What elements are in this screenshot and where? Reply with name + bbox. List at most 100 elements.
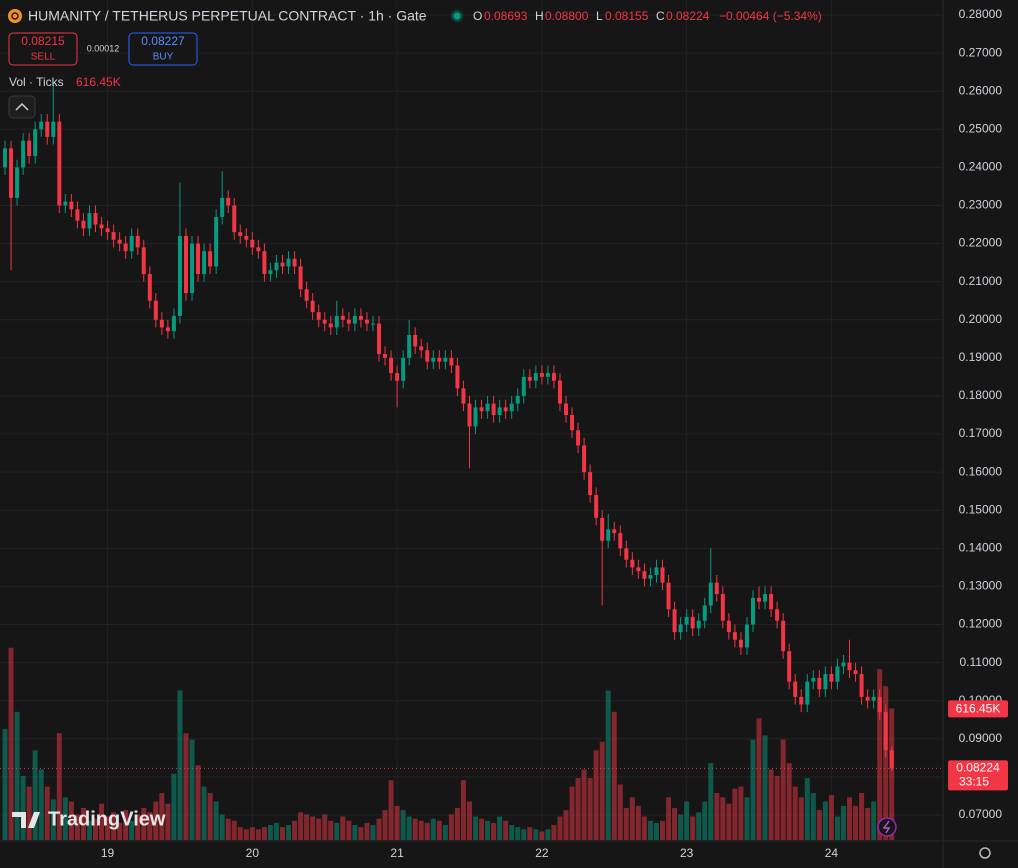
volume-bar [388,780,394,840]
volume-bar [364,822,370,840]
high-value: 0.08800 [545,9,589,23]
candle-body [153,300,158,320]
y-tick-label: 0.14000 [959,541,1003,555]
volume-bar [792,786,798,840]
y-tick-label: 0.27000 [959,45,1003,59]
volume-bar [696,812,702,840]
candle-body [9,148,14,198]
candle-body [51,121,56,137]
candle-body [159,319,164,328]
volume-bar [479,818,485,840]
y-tick-label: 0.26000 [959,83,1003,97]
buy-button[interactable] [128,32,198,66]
volume-tag-label: 616.45K [956,702,1001,716]
symbol-icon [8,9,22,23]
alert-button[interactable] [877,817,897,837]
candle-body [93,213,98,225]
x-tick-label: 24 [825,846,839,860]
volume-bar [448,814,454,840]
candle-body [503,407,508,412]
volume-bar [847,797,853,840]
candle-body [630,559,635,568]
symbol-icon-ring [11,12,19,20]
volume-bar [672,807,678,840]
candle-body [437,357,442,362]
candle-body [835,666,840,682]
volume-bar [99,803,105,840]
volume-bar [774,775,780,840]
candle-body [877,696,882,713]
candle-body [865,696,870,701]
candle-body [624,548,629,560]
volume-bar [430,818,436,840]
high-label: H [535,9,544,23]
volume-bar [267,825,273,840]
symbol-title[interactable]: HUMANITY / TETHERUS PERPETUAL CONTRACT ·… [28,8,427,24]
candle-body [419,346,424,351]
candle-body [479,407,484,412]
settings-button[interactable] [979,847,991,859]
candles [3,83,894,771]
candle-body [461,388,466,404]
candle-body [793,681,798,697]
candle-body [732,632,737,640]
y-tick-label: 0.11000 [960,655,1003,669]
y-tick-label: 0.07000 [959,807,1003,821]
candle-body [539,373,544,377]
candle-body [467,403,472,427]
candle-body [183,235,188,294]
sell-button[interactable] [8,32,78,66]
volume-bar [678,814,684,840]
volume-bar [587,778,593,840]
candle-body [769,594,774,610]
candle-body [39,121,44,130]
volume-bar [346,820,352,840]
candle-body [570,415,575,431]
candle-body [714,582,719,595]
volume-bar [376,818,382,840]
candle-body [298,266,303,290]
candle-body [220,197,225,217]
candle-body [232,205,237,233]
candle-body [292,258,297,267]
y-tick-label: 0.25000 [959,121,1003,135]
buy-price: 0.08227 [141,34,185,48]
volume-bar [50,799,56,840]
candle-body [515,395,520,404]
volume-bar [599,741,605,840]
volume-bar [466,801,472,840]
candle-body [33,129,38,156]
volume-bar [780,739,786,840]
candle-body [431,357,436,362]
volume-bar [859,793,865,840]
candle-body [600,517,605,541]
candle-body [81,220,86,229]
candle-body [757,597,762,602]
volume-bar [473,816,479,840]
candle-body [684,616,689,625]
volume-bar [436,820,442,840]
x-tick-label: 22 [535,846,549,860]
candle-body [473,407,478,427]
volume-bar [515,827,521,840]
volume-bar [605,690,611,840]
volume-bar [86,820,92,840]
candle-body [545,373,550,377]
candle-body [648,575,653,579]
volume-bar [460,780,466,840]
candle-body [889,750,894,769]
candle-body [316,312,321,320]
candle-body [829,674,834,682]
y-tick-label: 0.16000 [959,464,1003,478]
candle-body [497,407,502,415]
candle-body [557,380,562,404]
x-tick-label: 21 [390,846,404,860]
volume-bar [352,825,358,840]
volume-bar [14,711,20,840]
collapse-button[interactable] [8,95,36,119]
candle-body [750,597,755,625]
candle-body [588,472,593,495]
candle-body [606,529,611,541]
volume-bar [551,825,557,840]
volume-bar [611,711,617,840]
